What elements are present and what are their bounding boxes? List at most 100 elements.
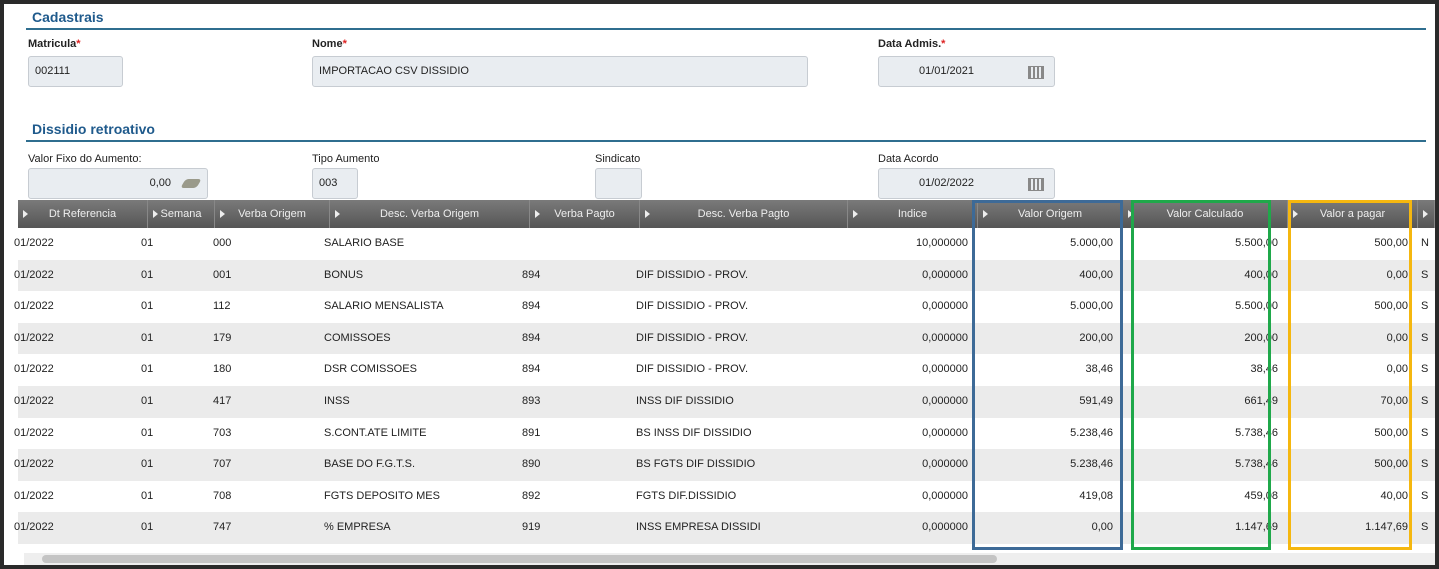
table-cell: 0,000000 (922, 331, 968, 344)
sort-arrow (220, 210, 225, 218)
table-cell: 70,00 (1380, 395, 1408, 407)
label-text: Matricula (28, 38, 77, 50)
table-cell: 0,000000 (922, 395, 968, 407)
table-cell: 0,00 (1386, 268, 1408, 281)
field-label: Sindicato (595, 153, 640, 165)
table-row[interactable] (18, 322, 1435, 355)
highlight-box (972, 200, 1123, 550)
table-cell: 38,46 (1250, 363, 1278, 376)
table-cell: SALARIO MENSALISTA (324, 300, 444, 313)
text-input[interactable]: 003 (312, 168, 358, 199)
table-cell: FGTS DEPOSITO MES (324, 489, 440, 502)
table-cell: 180 (213, 363, 232, 376)
column-header[interactable]: Dt Referencia (18, 200, 148, 228)
table-row[interactable] (18, 512, 1435, 544)
table-cell: INSS DIF DISSIDIO (636, 395, 734, 407)
table-cell: 5.000,00 (1070, 237, 1113, 249)
table-cell: 01/2022 (14, 363, 54, 376)
input-value: IMPORTACAO CSV DISSIDIO (319, 65, 469, 77)
section-rule (26, 28, 1426, 30)
table-row[interactable] (18, 228, 1435, 260)
required-mark: * (941, 38, 946, 50)
table-cell: 01/2022 (14, 489, 54, 502)
required-mark: * (342, 38, 347, 50)
column-header[interactable] (1418, 200, 1435, 228)
column-header[interactable]: Verba Origem (215, 200, 330, 228)
table-cell: 01/2022 (14, 268, 54, 281)
table-cell: 40,00 (1380, 489, 1408, 502)
text-input[interactable] (595, 168, 642, 199)
table-cell: 893 (522, 395, 541, 407)
table-row[interactable] (18, 259, 1435, 292)
text-input[interactable]: 01/02/2022 (878, 168, 1055, 199)
table-cell: 0,000000 (922, 521, 968, 534)
text-input[interactable]: IMPORTACAO CSV DISSIDIO (312, 56, 808, 87)
table-cell: DSR COMISSOES (324, 363, 417, 376)
table-cell: 01/2022 (14, 521, 54, 534)
calendar-icon[interactable] (1028, 66, 1044, 79)
column-header[interactable]: Semana (148, 200, 215, 228)
highlight-box (1131, 200, 1271, 550)
table-cell: 1.147,69 (1365, 521, 1408, 534)
table-cell: 0,000000 (922, 426, 968, 439)
table-cell: S (1421, 489, 1429, 502)
sort-arrow (853, 210, 858, 218)
table-cell: S (1421, 458, 1429, 471)
field-label: Data Admis.* (878, 38, 945, 50)
table-cell: S (1421, 395, 1429, 407)
table-cell: 707 (213, 458, 232, 471)
table-cell: 0,000000 (922, 458, 968, 471)
table-cell: S (1421, 331, 1429, 344)
scrollbar[interactable] (24, 553, 1435, 565)
section-title: Cadastrais (32, 9, 104, 25)
table-cell: 919 (522, 521, 541, 534)
column-header[interactable]: Valor Origem (978, 200, 1123, 228)
table-cell: 894 (522, 331, 541, 344)
column-header[interactable]: Desc. Verba Origem (330, 200, 530, 228)
column-header[interactable]: Valor Calculado (1123, 200, 1288, 228)
text-input[interactable]: 002111 (28, 56, 123, 87)
column-header[interactable]: Indice (848, 200, 978, 228)
text-input[interactable]: 0,00 (28, 168, 208, 199)
table-cell: FGTS DIF.DISSIDIO (636, 489, 737, 502)
table-cell: 10,000000 (916, 237, 968, 249)
scroll-thumb[interactable] (42, 555, 997, 563)
table-row[interactable] (18, 480, 1435, 513)
table-row[interactable] (18, 417, 1435, 450)
table-cell: DIF DISSIDIO - PROV. (636, 363, 749, 376)
table-cell: 0,00 (1091, 521, 1113, 534)
table-cell: % EMPRESA (324, 521, 391, 534)
table-row[interactable] (18, 386, 1435, 418)
table-cell: 400,00 (1079, 268, 1113, 281)
table-cell: 000 (213, 237, 232, 249)
table-cell: 894 (522, 363, 541, 376)
section-rule (26, 140, 1426, 142)
table-row[interactable] (18, 354, 1435, 386)
column-header[interactable]: Desc. Verba Pagto (640, 200, 848, 228)
table-row[interactable] (18, 449, 1435, 481)
label-text: Data Acordo (878, 153, 939, 165)
table-cell: 01 (141, 489, 154, 502)
table-row[interactable] (18, 291, 1435, 323)
table-cell: 747 (213, 521, 232, 534)
column-header[interactable]: Valor a pagar (1288, 200, 1418, 228)
column-header[interactable]: Verba Pagto (530, 200, 640, 228)
table-cell: 5.500,00 (1235, 300, 1278, 313)
table-cell: DIF DISSIDIO - PROV. (636, 331, 749, 344)
input-value: 01/02/2022 (918, 177, 975, 189)
table-cell: SALARIO BASE (324, 237, 405, 249)
sort-arrow (335, 210, 340, 218)
table-cell: BS INSS DIF DISSIDIO (636, 426, 752, 439)
label-text: Nome (312, 38, 343, 50)
field-label: Nome* (312, 38, 347, 50)
input-value: 003 (319, 177, 338, 189)
table-cell: 890 (522, 458, 541, 471)
table-cell: 5.000,00 (1070, 300, 1113, 313)
table-cell: 5.738,46 (1235, 458, 1278, 471)
field-label: Tipo Aumento (312, 153, 379, 165)
text-input[interactable]: 01/01/2021 (878, 56, 1055, 87)
input-value: 002111 (35, 65, 71, 77)
table-cell: 591,49 (1079, 395, 1113, 407)
calendar-icon[interactable] (1028, 178, 1044, 191)
